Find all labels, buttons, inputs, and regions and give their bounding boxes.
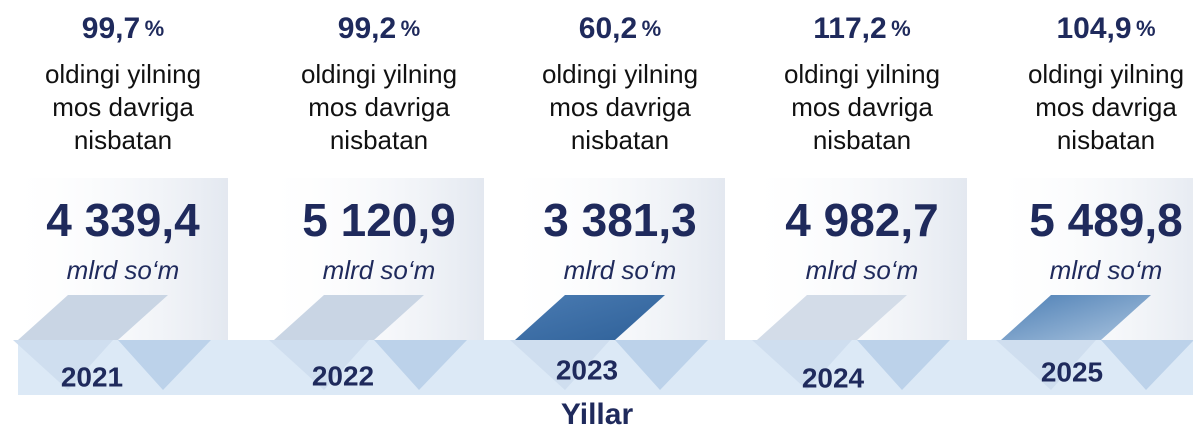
unit: mlrd so‘m xyxy=(564,255,677,285)
shape xyxy=(857,340,950,390)
unit: mlrd so‘m xyxy=(1050,255,1163,285)
percent-unit: % xyxy=(401,16,421,41)
year: 2022 xyxy=(312,360,374,391)
amount: 5 120,9 xyxy=(302,194,455,246)
caption-line: nisbatan xyxy=(571,125,669,155)
shape xyxy=(1001,295,1151,340)
percent: 99,7 % xyxy=(82,12,164,45)
percent: 104,9 % xyxy=(1056,12,1155,45)
caption-line: oldingi yilning xyxy=(784,59,940,89)
percent: 117,2 % xyxy=(813,12,910,45)
shape xyxy=(752,340,852,390)
percent-value: 99,7 xyxy=(82,12,140,45)
caption-line: nisbatan xyxy=(813,125,911,155)
year: 2024 xyxy=(802,362,865,393)
caption-line: mos davriga xyxy=(791,92,933,122)
percent-value: 117,2 xyxy=(813,12,886,45)
caption-line: mos davriga xyxy=(1035,92,1177,122)
percent-unit: % xyxy=(145,16,165,41)
year: 2021 xyxy=(61,361,123,392)
axis-label: Yillar xyxy=(561,398,634,431)
percent-unit: % xyxy=(642,16,662,41)
percent-unit: % xyxy=(1136,16,1156,41)
year-band xyxy=(18,340,1193,395)
shape xyxy=(996,340,1096,390)
percent: 60,2 % xyxy=(579,12,661,45)
shape xyxy=(515,295,665,340)
year: 2025 xyxy=(1041,356,1103,387)
amount: 4 982,7 xyxy=(785,194,938,246)
shape xyxy=(269,340,369,390)
caption-line: mos davriga xyxy=(308,92,450,122)
caption-line: mos davriga xyxy=(549,92,691,122)
amount: 5 489,8 xyxy=(1029,194,1182,246)
percent-unit: % xyxy=(891,16,911,41)
amount: 4 339,4 xyxy=(46,194,200,246)
unit: mlrd so‘m xyxy=(806,255,919,285)
shape xyxy=(18,295,168,340)
shape xyxy=(1101,340,1193,390)
caption-line: oldingi yilning xyxy=(1028,59,1184,89)
shape xyxy=(757,295,907,340)
shape xyxy=(510,340,610,390)
percent-value: 99,2 xyxy=(338,12,396,45)
percent-value: 60,2 xyxy=(579,12,637,45)
shape xyxy=(274,295,424,340)
caption-line: oldingi yilning xyxy=(301,59,457,89)
shape xyxy=(118,340,211,390)
unit: mlrd so‘m xyxy=(323,255,436,285)
caption-line: nisbatan xyxy=(74,125,172,155)
shape xyxy=(13,340,113,390)
caption-line: oldingi yilning xyxy=(45,59,201,89)
percent-value: 104,9 xyxy=(1056,12,1131,45)
caption-line: nisbatan xyxy=(330,125,428,155)
shape xyxy=(374,340,467,390)
caption-line: oldingi yilning xyxy=(542,59,698,89)
shape xyxy=(615,340,708,390)
amount: 3 381,3 xyxy=(543,194,696,246)
year: 2023 xyxy=(556,354,618,385)
unit: mlrd so‘m xyxy=(67,255,180,285)
percent: 99,2 % xyxy=(338,12,420,45)
caption-line: mos davriga xyxy=(52,92,194,122)
caption-line: nisbatan xyxy=(1057,125,1155,155)
